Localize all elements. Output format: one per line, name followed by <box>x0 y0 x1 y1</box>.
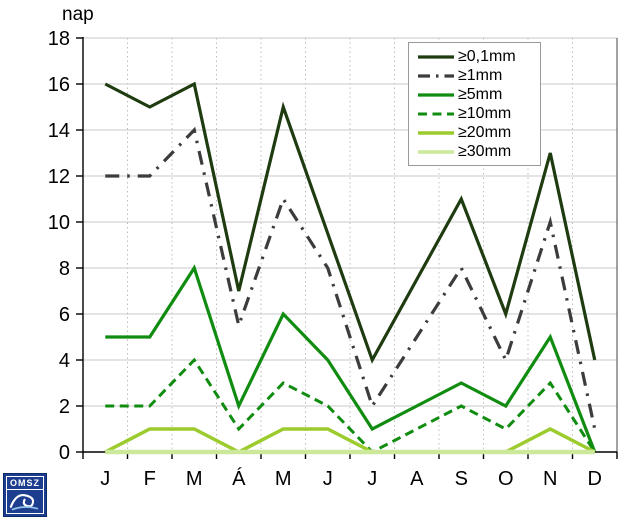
series-line-≥0,1mm <box>104 81 597 364</box>
y-axis-label: 4 <box>59 350 70 372</box>
legend-line-sample <box>418 112 454 115</box>
legend-label: ≥10mm <box>458 104 512 122</box>
legend-item: ≥30mm <box>417 142 534 161</box>
legend-item: ≥20mm <box>417 123 534 142</box>
legend-line-sample <box>418 149 454 154</box>
series-line-≥1mm <box>105 126 597 430</box>
y-axis-label: 8 <box>59 258 70 280</box>
x-axis-label: A <box>410 468 424 490</box>
omsz-logo: OMSZ <box>3 473 47 517</box>
omsz-logo-text: OMSZ <box>7 477 43 490</box>
legend-label: ≥30mm <box>458 142 512 160</box>
series-line-≥5mm <box>105 264 597 453</box>
x-axis-label: J <box>323 468 333 490</box>
x-axis-label: S <box>455 468 468 490</box>
y-axis-label: 6 <box>59 304 70 326</box>
y-axis-title: nap <box>62 4 94 25</box>
omsz-wave-icon <box>9 494 39 511</box>
y-axis-label: 0 <box>59 442 70 464</box>
legend-line-sample <box>418 92 454 97</box>
x-axis-label: M <box>186 468 203 490</box>
series-line-≥10mm <box>105 357 597 454</box>
x-axis-label: N <box>543 468 557 490</box>
x-axis-label: J <box>367 468 377 490</box>
legend: ≥0,1mm ≥1mm ≥5mm ≥10mm ≥20mm ≥30mm <box>408 42 541 166</box>
legend-label: ≥20mm <box>458 123 512 141</box>
legend-label: ≥1mm <box>458 66 503 84</box>
x-axis-label: Á <box>232 467 246 490</box>
x-axis-label: D <box>588 468 602 490</box>
legend-item: ≥5mm <box>417 85 534 104</box>
y-axis-label: 14 <box>48 120 70 142</box>
legend-label: ≥0,1mm <box>458 47 516 65</box>
y-axis-label: 16 <box>48 74 70 96</box>
y-axis-label: 18 <box>48 28 70 50</box>
legend-label: ≥5mm <box>458 85 503 103</box>
legend-line-sample <box>418 54 454 59</box>
x-axis-label: M <box>275 468 292 490</box>
y-axis-label: 12 <box>48 166 70 188</box>
legend-line-sample <box>418 130 454 135</box>
omsz-logo-frame: OMSZ <box>6 476 44 514</box>
legend-item: ≥1mm <box>417 66 534 85</box>
legend-line-sample <box>418 73 454 78</box>
y-axis-label: 10 <box>48 212 70 234</box>
legend-item: ≥0,1mm <box>417 47 534 66</box>
x-axis-label: F <box>144 468 156 490</box>
x-axis-label: O <box>498 468 514 490</box>
legend-item: ≥10mm <box>417 104 534 123</box>
series-line-≥20mm <box>104 427 596 454</box>
y-axis-label: 2 <box>59 396 70 418</box>
x-axis-label: J <box>100 468 110 490</box>
